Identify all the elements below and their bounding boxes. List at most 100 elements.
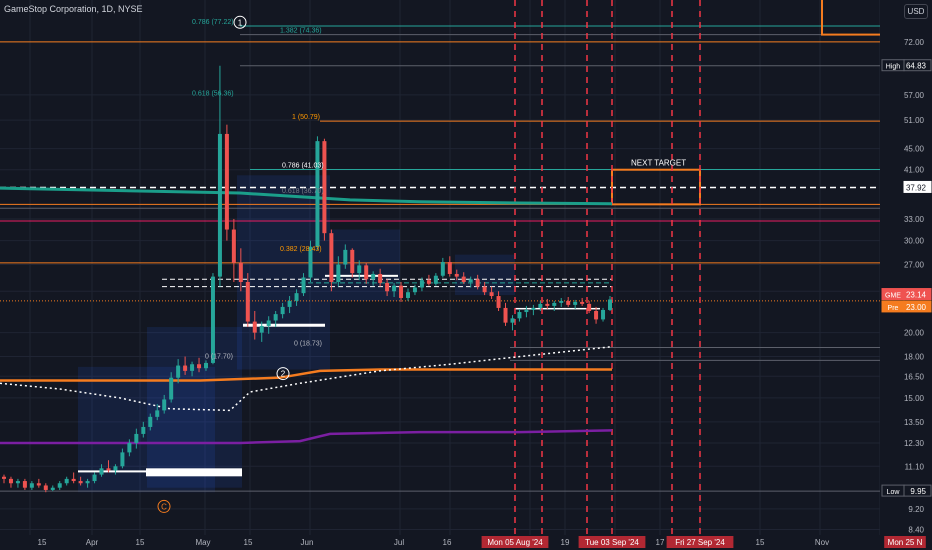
candle-body [364,265,369,280]
price-tag-label: High [886,64,901,71]
candle-body [301,277,306,294]
candle-body [71,478,76,482]
time-tick: 16 [443,538,452,547]
candle-body [524,309,529,313]
candle-body [482,286,487,293]
time-tick: Nov [815,538,829,547]
candle-body [15,481,20,484]
time-tick: Jun [301,538,314,547]
price-tag-value: 23.00 [906,303,927,312]
marker-bar [146,468,242,477]
candle-body [608,299,612,310]
candle-body [169,377,174,400]
candle-body [433,275,438,284]
price-tag-label: Pre [888,305,899,312]
candle-body [468,279,473,282]
ma-20 [0,345,613,412]
price-tag-value: 23.14 [906,291,927,300]
fib-zone [237,175,330,370]
candle-body [440,262,445,276]
candle-body [350,249,355,274]
chart-title: GameStop Corporation, 1D, NYSE [4,4,143,14]
marker-bar [78,470,146,473]
candle-body [29,483,34,488]
candle-body [224,133,229,230]
candle-body [385,282,390,292]
candle-body [259,325,264,333]
candle-body [308,246,313,278]
candle-body [155,410,160,417]
wave-label: C [161,502,167,511]
fib-zone [147,327,242,488]
currency-button[interactable]: USD [904,4,928,19]
candle-body [566,300,571,305]
candle-body [120,452,125,467]
candle-body [406,292,410,298]
candle-body [538,303,543,308]
annotations: NEXT TARGET 1 2 C [157,15,686,513]
candle-body [503,307,508,323]
candle-body [552,302,557,306]
price-tick: 13.50 [904,418,925,427]
candle-body [412,287,417,293]
fib-label: 0 (18.73) [294,341,322,348]
candle-body [162,399,167,411]
candle-body [280,306,285,315]
price-tag-bg [903,300,932,313]
price-tick: 45.00 [904,145,925,154]
time-tick: Jul [394,538,404,547]
candle-body [78,481,83,484]
time-tick: 17 [656,538,665,547]
fib-label: 0.382 (28.43) [280,246,322,253]
price-tick: 41.00 [904,166,925,175]
candle-body [419,280,424,288]
candle-body [447,262,452,274]
candle-body [2,476,6,479]
fib-labels: 0.786 (77.22) 1.382 (74.36) 0.618 (56.36) 1… [192,19,324,360]
candle-body [329,233,334,282]
candle-body [92,474,97,482]
price-tag-bg [903,59,932,72]
price-tag-value: 64.83 [906,62,927,71]
time-tick: 15 [38,538,47,547]
candle-body [252,321,257,333]
candle-body [489,292,494,297]
fib-label: 1.382 (74.36) [280,28,322,35]
fib-label: 0.786 (77.22) [192,19,234,26]
date-tag-bg [481,536,549,548]
candle-body [36,483,41,486]
fib-zone [330,229,400,301]
candle-body [587,303,592,312]
price-axis-bg [880,0,932,550]
vertical-dashed-lines [514,0,701,535]
price-tag-bg [903,484,932,497]
candle-body [357,265,362,274]
candle-body [106,468,111,471]
wave-label: 2 [281,370,286,379]
target-box-top [821,0,932,36]
time-tick: 15 [244,538,253,547]
candle-body [99,468,104,475]
time-tick: Tue 03 Sep '24 [585,538,639,547]
time-tick: May [195,538,210,547]
fib-label: 0 (17.70) [205,353,233,360]
candle-body [475,279,480,287]
candle-body [510,318,515,323]
candle-body [322,141,327,234]
candle-body [183,365,188,371]
candle-body [43,485,48,490]
marker-bar [515,307,600,310]
candle-body [517,312,522,319]
candle-body [134,433,139,443]
candle-body [245,281,250,322]
fib-label: 0.618 (36.70) [282,188,324,195]
candle-body [294,293,299,301]
candle-body [141,426,146,434]
candle-body [197,364,202,369]
candle-body [545,303,550,306]
candle-body [64,478,69,484]
moving-averages [0,186,613,445]
price-tag-value: 37.92 [906,183,927,192]
